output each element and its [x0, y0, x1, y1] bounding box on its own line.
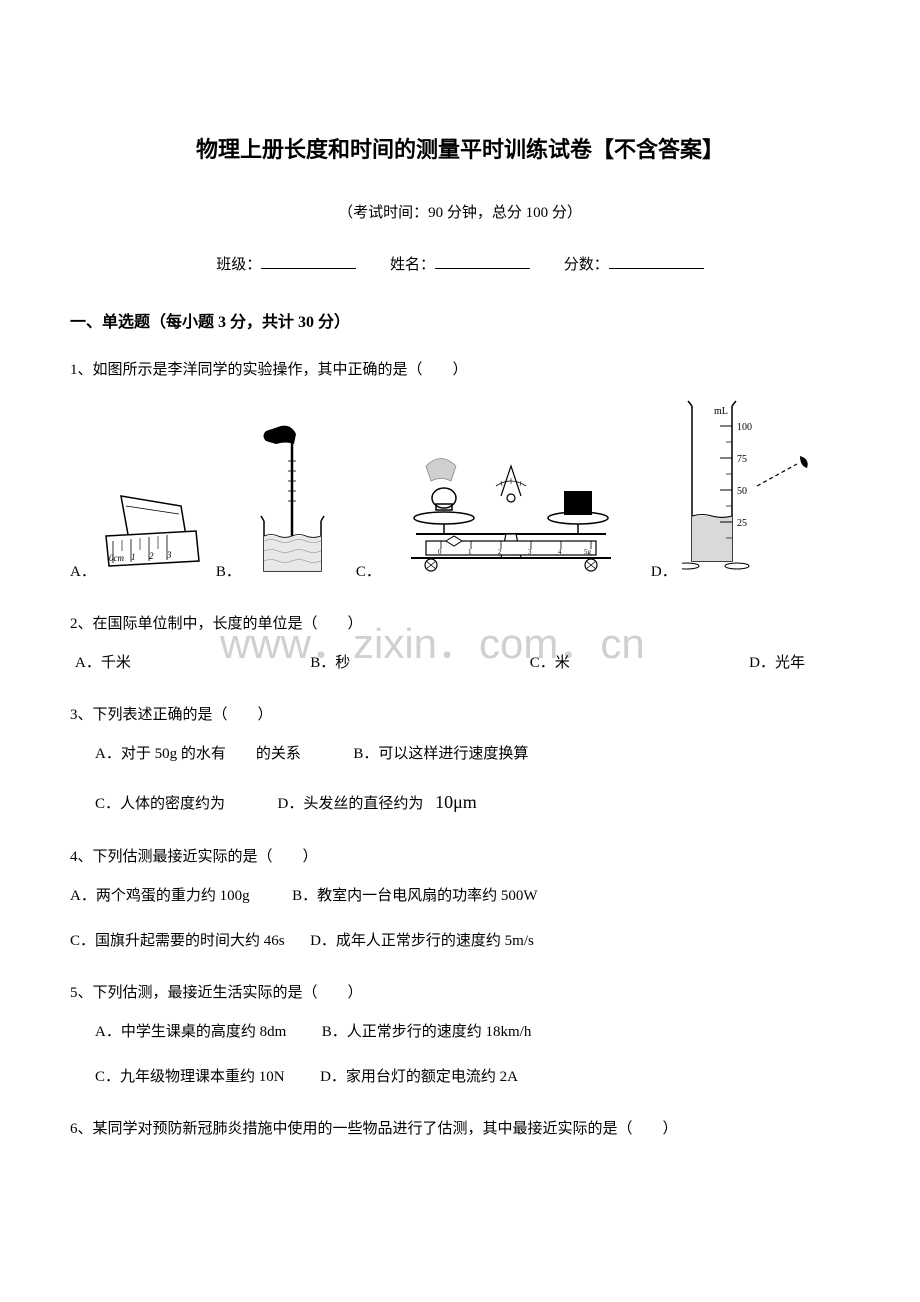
- q5-a: A．中学生课桌的高度约 8dm: [95, 1024, 286, 1040]
- q1-option-b: B．: [216, 416, 341, 586]
- svg-text:2: 2: [149, 551, 154, 561]
- q3-row1: A．对于 50g 的水有 的关系 B．可以这样进行速度换算: [70, 741, 850, 768]
- balance-icon: 0 1 2 3 4 5g: [386, 446, 636, 586]
- q2-options: A．千米 B．秒 C．米 D．光年: [70, 650, 850, 677]
- question-3: 3、下列表述正确的是（ ） A．对于 50g 的水有 的关系 B．可以这样进行速…: [70, 702, 850, 818]
- q5-b: B．人正常步行的速度约 18km/h: [322, 1024, 532, 1040]
- question-2: 2、在国际单位制中，长度的单位是（ ） A．千米 B．秒 C．米 D．光年: [70, 611, 850, 677]
- section-header: 一、单选题（每小题 3 分，共计 30 分）: [70, 309, 850, 338]
- q4-a: A．两个鸡蛋的重力约 100g: [70, 888, 250, 904]
- name-blank: [435, 268, 530, 269]
- q5-row2: C．九年级物理课本重约 10N D．家用台灯的额定电流约 2A: [70, 1064, 850, 1091]
- q4-d: D．成年人正常步行的速度约 5m/s: [310, 933, 534, 949]
- thermometer-icon: [246, 416, 341, 586]
- q1-c-label: C．: [356, 559, 381, 586]
- q3-b: B．可以这样进行速度换算: [353, 746, 528, 762]
- q3-d-value: 10μm: [435, 792, 477, 812]
- q1-a-label: A．: [70, 559, 96, 586]
- svg-text:5g: 5g: [584, 548, 592, 556]
- cylinder-icon: mL 100 75 50 25: [682, 396, 822, 586]
- page-title: 物理上册长度和时间的测量平时训练试卷【不含答案】: [70, 130, 850, 170]
- q6-text: 6、某同学对预防新冠肺炎措施中使用的一些物品进行了估测，其中最接近实际的是（ ）: [70, 1116, 850, 1143]
- score-label: 分数：: [564, 257, 609, 273]
- student-info: 班级： 姓名： 分数：: [70, 252, 850, 279]
- svg-text:3: 3: [166, 550, 172, 560]
- q1-options: A． 0cm 1 2: [70, 396, 850, 586]
- q2-d: D．光年: [749, 650, 805, 677]
- q1-b-label: B．: [216, 559, 241, 586]
- exam-info: （考试时间：90 分钟，总分 100 分）: [70, 200, 850, 227]
- svg-text:25: 25: [737, 518, 747, 529]
- question-1: 1、如图所示是李洋同学的实验操作，其中正确的是（ ） A．: [70, 357, 850, 586]
- q3-d: D．头发丝的直径约为: [278, 796, 424, 812]
- name-label: 姓名：: [390, 257, 435, 273]
- q3-c: C．人体的密度约为: [95, 796, 225, 812]
- svg-text:2: 2: [498, 548, 502, 556]
- question-4: 4、下列估测最接近实际的是（ ） A．两个鸡蛋的重力约 100g B．教室内一台…: [70, 844, 850, 955]
- q2-a: A．千米: [75, 650, 131, 677]
- class-blank: [261, 268, 356, 269]
- q4-row1: A．两个鸡蛋的重力约 100g B．教室内一台电风扇的功率约 500W: [70, 883, 850, 910]
- svg-text:4: 4: [558, 548, 562, 556]
- q3-a: A．对于 50g 的水有 的关系: [95, 746, 301, 762]
- q4-c: C．国旗升起需要的时间大约 46s: [70, 933, 285, 949]
- question-6: 6、某同学对预防新冠肺炎措施中使用的一些物品进行了估测，其中最接近实际的是（ ）: [70, 1116, 850, 1143]
- q2-c: C．米: [530, 650, 570, 677]
- svg-text:mL: mL: [714, 406, 728, 417]
- q1-option-c: C．: [356, 446, 636, 586]
- svg-text:0cm: 0cm: [109, 553, 124, 563]
- q4-text: 4、下列估测最接近实际的是（ ）: [70, 844, 850, 871]
- svg-text:1: 1: [131, 552, 136, 562]
- svg-text:50: 50: [737, 486, 747, 497]
- svg-text:100: 100: [737, 422, 752, 433]
- score-blank: [609, 268, 704, 269]
- q1-option-a: A． 0cm 1 2: [70, 481, 201, 586]
- class-label: 班级：: [216, 257, 261, 273]
- ruler-icon: 0cm 1 2 3: [101, 481, 201, 586]
- q2-b: B．秒: [310, 650, 350, 677]
- q5-row1: A．中学生课桌的高度约 8dm B．人正常步行的速度约 18km/h: [70, 1019, 850, 1046]
- q3-row2: C．人体的密度约为 D．头发丝的直径约为 10μm: [70, 786, 850, 818]
- q5-c: C．九年级物理课本重约 10N: [95, 1069, 285, 1085]
- q4-row2: C．国旗升起需要的时间大约 46s D．成年人正常步行的速度约 5m/s: [70, 928, 850, 955]
- q2-text: 2、在国际单位制中，长度的单位是（ ）: [70, 611, 850, 638]
- svg-text:1: 1: [468, 548, 472, 556]
- svg-text:3: 3: [528, 548, 532, 556]
- q1-d-label: D．: [651, 559, 677, 586]
- q4-b: B．教室内一台电风扇的功率约 500W: [292, 888, 537, 904]
- svg-text:0: 0: [438, 548, 442, 556]
- svg-text:75: 75: [737, 454, 747, 465]
- q3-text: 3、下列表述正确的是（ ）: [70, 702, 850, 729]
- q5-d: D．家用台灯的额定电流约 2A: [320, 1069, 518, 1085]
- q1-text: 1、如图所示是李洋同学的实验操作，其中正确的是（ ）: [70, 357, 850, 384]
- q5-text: 5、下列估测，最接近生活实际的是（ ）: [70, 980, 850, 1007]
- q1-option-d: D． mL: [651, 396, 822, 586]
- question-5: 5、下列估测，最接近生活实际的是（ ） A．中学生课桌的高度约 8dm B．人正…: [70, 980, 850, 1091]
